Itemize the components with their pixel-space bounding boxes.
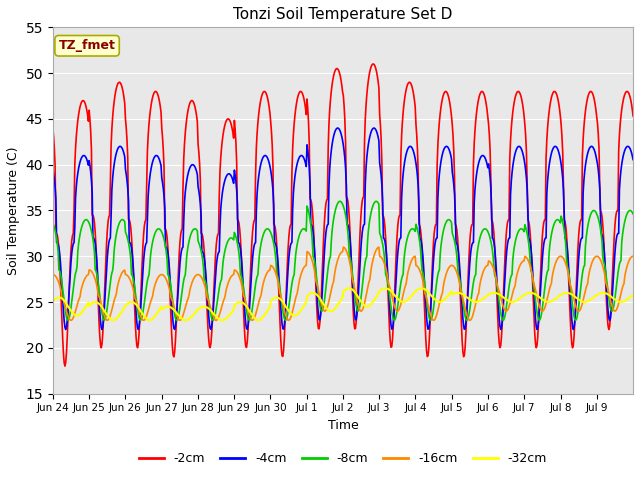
Y-axis label: Soil Temperature (C): Soil Temperature (C) (7, 146, 20, 275)
-16cm (118, 271, 125, 276)
-2cm (404, 80, 412, 86)
-8cm (437, 244, 445, 250)
-16cm (375, 244, 383, 250)
-32cm (275, 295, 283, 301)
-16cm (629, 253, 637, 259)
-32cm (437, 299, 445, 305)
Line: -2cm: -2cm (53, 64, 633, 366)
-8cm (64, 317, 72, 323)
-8cm (629, 211, 637, 217)
-8cm (253, 274, 261, 279)
-16cm (275, 285, 283, 291)
-32cm (49, 299, 57, 304)
Line: -4cm: -4cm (53, 128, 633, 329)
-32cm (109, 317, 117, 323)
-32cm (629, 292, 637, 298)
Line: -8cm: -8cm (53, 201, 633, 320)
-4cm (370, 125, 378, 131)
-2cm (629, 113, 637, 119)
Text: TZ_fmet: TZ_fmet (59, 39, 116, 52)
-2cm (253, 131, 261, 136)
-4cm (253, 191, 261, 197)
-32cm (225, 313, 232, 319)
-4cm (225, 171, 232, 177)
-2cm (275, 295, 283, 301)
-8cm (275, 280, 283, 286)
-4cm (118, 144, 125, 150)
-2cm (437, 105, 445, 110)
Legend: -2cm, -4cm, -8cm, -16cm, -32cm: -2cm, -4cm, -8cm, -16cm, -32cm (134, 447, 552, 470)
-4cm (629, 156, 637, 162)
Line: -32cm: -32cm (53, 288, 633, 320)
-16cm (404, 267, 412, 273)
-8cm (118, 217, 125, 223)
-16cm (437, 295, 445, 300)
-8cm (225, 238, 232, 243)
-32cm (404, 297, 412, 303)
-2cm (225, 116, 232, 122)
-4cm (62, 326, 70, 332)
-8cm (372, 198, 380, 204)
-2cm (369, 61, 377, 67)
Line: -16cm: -16cm (53, 247, 633, 320)
-2cm (49, 125, 57, 131)
-16cm (49, 272, 57, 277)
-16cm (253, 306, 261, 312)
-32cm (253, 317, 261, 323)
-2cm (118, 83, 125, 89)
X-axis label: Time: Time (328, 419, 358, 432)
-8cm (404, 232, 412, 238)
Title: Tonzi Soil Temperature Set D: Tonzi Soil Temperature Set D (233, 7, 452, 22)
-2cm (61, 363, 68, 369)
-4cm (437, 159, 445, 165)
-4cm (275, 275, 283, 281)
-4cm (404, 145, 412, 151)
-16cm (225, 279, 232, 285)
-32cm (118, 309, 125, 315)
-4cm (49, 166, 57, 172)
-16cm (67, 317, 75, 323)
-32cm (417, 286, 425, 291)
-8cm (49, 220, 57, 226)
